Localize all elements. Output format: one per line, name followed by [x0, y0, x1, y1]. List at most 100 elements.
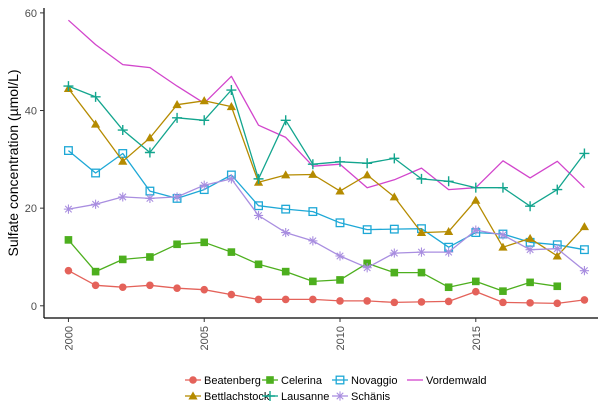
- legend-label-lausanne: Lausanne: [281, 391, 329, 403]
- data-point-beatenberg: [580, 296, 589, 304]
- data-point-novaggio: [63, 146, 73, 156]
- series-bettlachstock: [63, 83, 590, 260]
- plot-area: [63, 19, 590, 308]
- data-point-lausanne: [335, 156, 346, 167]
- data-point-schanis: [145, 193, 155, 203]
- data-point-beatenberg: [390, 298, 399, 307]
- legend-item-beatenberg: Beatenberg: [185, 375, 261, 387]
- data-point-schanis: [281, 227, 291, 238]
- data-point-celerina: [64, 236, 73, 244]
- data-point-beatenberg: [336, 297, 344, 305]
- data-point-celerina: [309, 277, 317, 286]
- legend-label-bettlachstock: Bettlachstock: [204, 391, 270, 403]
- data-point-lausanne: [443, 176, 454, 187]
- y-tick-label: 60: [25, 8, 37, 20]
- legend-item-lausanne: Lausanne: [262, 391, 329, 403]
- y-tick-label: 0: [31, 301, 37, 313]
- legend-key-marker-schanis: [335, 391, 345, 401]
- legend-item-bettlachstock: Bettlachstock: [185, 391, 270, 403]
- y-tick-label: 20: [25, 203, 37, 215]
- data-point-celerina: [254, 260, 263, 269]
- data-point-beatenberg: [254, 295, 263, 304]
- series-celerina: [64, 236, 562, 295]
- legend: Beatenberg Celerina Novaggio Vordemwald Bett…: [185, 375, 487, 403]
- data-point-beatenberg: [281, 295, 290, 304]
- data-point-novaggio: [281, 204, 291, 214]
- data-point-schanis: [118, 192, 128, 202]
- series-line-beatenberg: [68, 270, 585, 305]
- data-point-schanis: [362, 263, 372, 273]
- data-point-beatenberg: [363, 297, 371, 305]
- data-point-lausanne: [470, 182, 481, 193]
- data-point-celerina: [336, 276, 344, 284]
- data-point-novaggio: [254, 201, 263, 211]
- data-point-novaggio: [308, 207, 318, 217]
- data-point-beatenberg: [64, 266, 73, 275]
- x-tick-label: 2010: [335, 326, 347, 350]
- data-point-beatenberg: [118, 283, 127, 292]
- data-point-lausanne: [199, 115, 210, 126]
- data-point-celerina: [553, 282, 562, 291]
- data-point-celerina: [471, 277, 480, 286]
- data-point-bettlachstock: [498, 242, 508, 251]
- data-point-bettlachstock: [552, 251, 562, 260]
- data-point-beatenberg: [309, 295, 317, 304]
- data-point-schanis: [552, 244, 562, 254]
- data-point-celerina: [146, 253, 154, 261]
- data-point-celerina: [499, 287, 507, 295]
- data-point-lausanne: [172, 112, 183, 123]
- data-point-lausanne: [362, 158, 373, 169]
- data-point-lausanne: [63, 81, 74, 92]
- data-point-lausanne: [144, 147, 155, 158]
- data-point-schanis: [444, 247, 454, 257]
- axes: Sulfate concentration (µmol/L) 0 20 40 60 20…: [5, 8, 598, 350]
- data-point-schanis: [389, 248, 399, 258]
- data-point-bettlachstock: [335, 186, 345, 195]
- data-point-celerina: [118, 255, 127, 264]
- legend-key-marker-lausanne: [265, 391, 275, 401]
- data-point-bettlachstock: [471, 195, 481, 204]
- series-vordemwald: [67, 19, 585, 191]
- data-point-bettlachstock: [308, 169, 318, 178]
- data-point-schanis: [416, 247, 427, 257]
- series-line-vordemwald: [67, 19, 585, 191]
- data-point-novaggio: [389, 224, 399, 234]
- legend-key-marker-bettlachstock: [188, 391, 198, 400]
- data-point-bettlachstock: [416, 227, 427, 237]
- data-point-beatenberg: [417, 298, 426, 306]
- data-point-schanis: [63, 204, 74, 214]
- data-point-schanis: [253, 210, 264, 221]
- data-point-schanis: [498, 230, 508, 240]
- data-point-beatenberg: [444, 297, 453, 306]
- data-point-lausanne: [579, 148, 590, 159]
- data-point-bettlachstock: [389, 192, 399, 201]
- data-point-schanis: [90, 199, 101, 209]
- data-point-beatenberg: [91, 281, 100, 290]
- data-point-lausanne: [280, 115, 291, 126]
- data-point-novaggio: [579, 245, 589, 255]
- legend-item-novaggio: Novaggio: [332, 375, 397, 387]
- data-point-bettlachstock: [362, 170, 372, 179]
- data-point-celerina: [526, 278, 534, 287]
- series-lausanne: [63, 81, 590, 212]
- data-point-lausanne: [226, 85, 237, 96]
- data-point-lausanne: [525, 201, 536, 212]
- data-point-schanis: [199, 180, 209, 190]
- data-point-lausanne: [552, 184, 563, 195]
- data-point-schanis: [226, 174, 236, 184]
- data-point-lausanne: [307, 159, 318, 170]
- data-point-novaggio: [362, 225, 372, 235]
- data-point-beatenberg: [499, 298, 507, 307]
- data-point-novaggio: [335, 218, 345, 228]
- data-point-bettlachstock: [90, 119, 101, 128]
- data-point-beatenberg: [146, 281, 154, 290]
- legend-key-marker-beatenberg: [189, 376, 197, 384]
- data-point-schanis: [308, 236, 318, 246]
- series-schanis: [63, 174, 590, 276]
- legend-label-schanis: Schänis: [351, 391, 391, 403]
- data-point-beatenberg: [471, 287, 480, 296]
- x-tick-label: 2015: [471, 326, 483, 350]
- data-point-schanis: [172, 192, 182, 202]
- x-tick-label: 2005: [199, 326, 211, 350]
